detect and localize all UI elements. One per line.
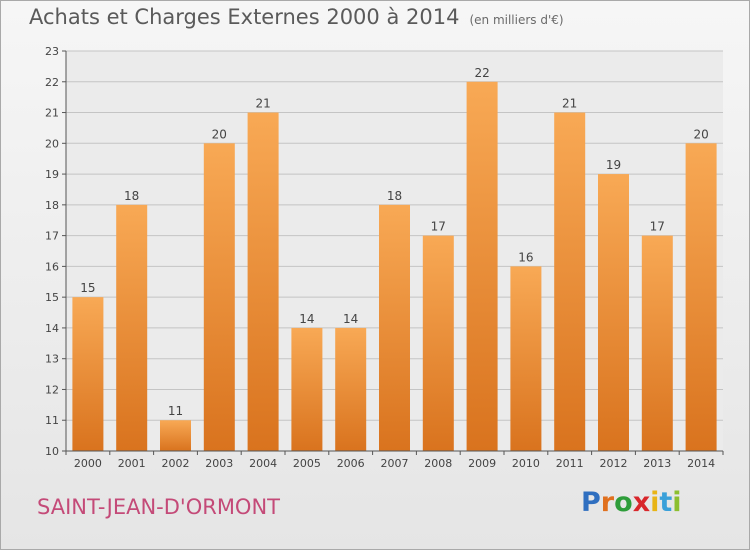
data-label-2006: 14 (343, 312, 358, 326)
data-label-2011: 21 (562, 97, 577, 111)
y-tick-label: 10 (45, 445, 59, 458)
data-label-2007: 18 (387, 189, 402, 203)
x-tick-label: 2012 (600, 457, 628, 470)
bars: 15 18 11 20 21 14 14 18 17 22 16 21 19 17 20 (72, 66, 717, 452)
chart-title: Achats et Charges Externes 2000 à 2014 (e… (29, 5, 564, 29)
bar-2014 (685, 143, 717, 452)
brand-letter: t (659, 487, 673, 518)
data-label-2002: 11 (168, 404, 183, 418)
x-tick-label: 2014 (687, 457, 715, 470)
bar-2000 (72, 297, 104, 451)
data-label-2009: 22 (474, 66, 489, 80)
x-tick-label: 2013 (643, 457, 671, 470)
y-tick-label: 14 (45, 322, 59, 335)
y-tick-label: 22 (45, 76, 59, 89)
data-label-2001: 18 (124, 189, 139, 203)
y-tick-label: 18 (45, 199, 59, 212)
brand-letter: P (581, 487, 601, 518)
x-tick-label: 2002 (162, 457, 190, 470)
bar-2001 (116, 204, 148, 451)
y-tick-label: 12 (45, 383, 59, 396)
x-tick-label: 2008 (424, 457, 452, 470)
y-tick-label: 11 (45, 414, 59, 427)
data-label-2000: 15 (80, 281, 95, 295)
bar-2003 (203, 143, 235, 452)
bar-2005 (291, 327, 323, 451)
city-name: SAINT-JEAN-D'ORMONT (37, 495, 280, 519)
y-tick-label: 23 (45, 45, 59, 58)
brand-logo: Proxiti (581, 487, 682, 518)
brand-letter: r (600, 487, 615, 518)
brand-letter: o (614, 487, 633, 518)
bar-2013 (641, 235, 673, 451)
y-tick-label: 15 (45, 291, 59, 304)
x-tick-label: 2005 (293, 457, 321, 470)
brand-letter: i (650, 487, 660, 518)
x-tick-label: 2000 (74, 457, 102, 470)
x-tick-label: 2007 (381, 457, 409, 470)
chart-title-text: Achats et Charges Externes 2000 à 2014 (29, 5, 460, 29)
bar-2006 (335, 327, 367, 451)
x-tick-label: 2006 (337, 457, 365, 470)
x-tick-label: 2009 (468, 457, 496, 470)
data-label-2010: 16 (518, 250, 533, 264)
chart-subtitle: (en milliers d'€) (469, 13, 564, 27)
data-label-2013: 17 (650, 220, 665, 234)
y-tick-label: 19 (45, 168, 59, 181)
y-tick-label: 20 (45, 137, 59, 150)
bar-2007 (379, 204, 410, 451)
brand-letter: i (672, 487, 682, 518)
x-tick-label: 2011 (556, 457, 584, 470)
data-label-2008: 17 (431, 220, 446, 234)
x-tick-label: 2003 (205, 457, 233, 470)
x-tick-label: 2004 (249, 457, 277, 470)
y-axis: 10 11 12 13 14 15 16 17 18 19 20 21 22 23 (45, 45, 67, 458)
bar-2002 (160, 420, 191, 451)
data-label-2012: 19 (606, 158, 621, 172)
y-tick-label: 13 (45, 353, 59, 366)
y-tick-label: 21 (45, 107, 59, 120)
bar-2012 (598, 174, 629, 452)
y-tick-label: 17 (45, 230, 59, 243)
data-label-2005: 14 (299, 312, 314, 326)
bar-2004 (247, 112, 279, 452)
bar-2011 (554, 112, 586, 452)
brand-letter: x (632, 487, 651, 518)
bar-2010 (510, 266, 542, 451)
x-tick-label: 2010 (512, 457, 540, 470)
data-label-2003: 20 (212, 127, 227, 141)
x-axis: 2000 2001 2002 2003 2004 2005 2006 2007 2008 2009… (65, 450, 724, 470)
bar-2008 (422, 235, 454, 451)
data-label-2014: 20 (693, 127, 708, 141)
x-tick-label: 2001 (118, 457, 146, 470)
data-label-2004: 21 (255, 97, 270, 111)
bar-2009 (466, 81, 498, 452)
y-tick-label: 16 (45, 260, 59, 273)
